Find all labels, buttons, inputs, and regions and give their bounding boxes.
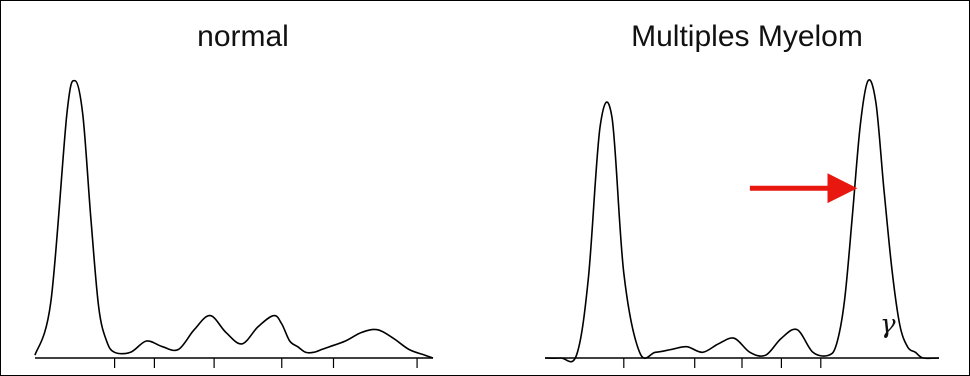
myeloma-gamma-label: γ xyxy=(880,310,896,340)
normal-title: normal xyxy=(197,20,289,53)
myeloma-curve xyxy=(544,79,940,363)
myeloma-title: Multiples Myelom xyxy=(631,20,863,53)
normal-curve xyxy=(34,79,434,359)
